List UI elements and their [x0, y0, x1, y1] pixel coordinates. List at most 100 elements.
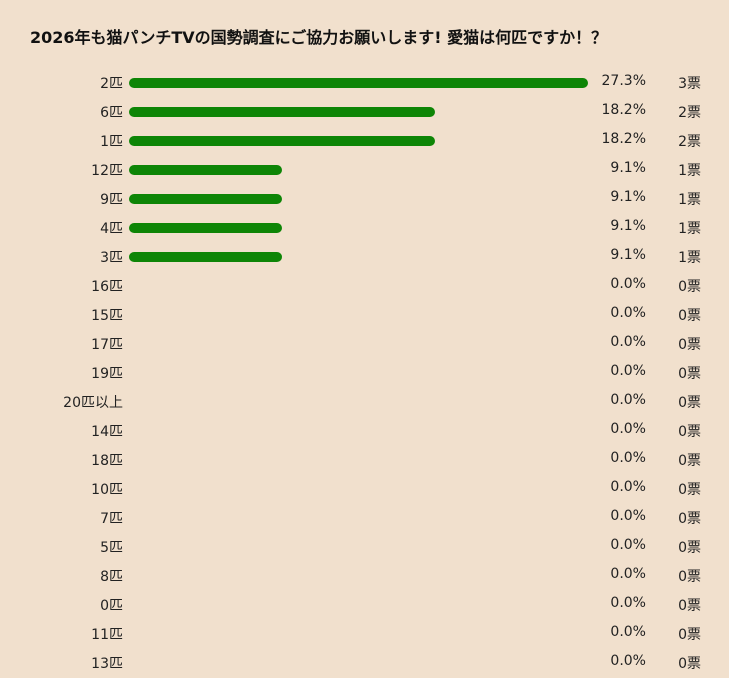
vote-count-label: 1票: [678, 163, 701, 179]
percent-label: 27.3%: [601, 73, 646, 89]
bar-row: 6匹 18.2% 2票: [0, 97, 729, 126]
bar-track: [129, 455, 588, 465]
bar-track: [129, 223, 588, 233]
category-label: 4匹: [100, 221, 123, 237]
vote-count-label: 0票: [678, 424, 701, 440]
vote-count-label: 0票: [678, 308, 701, 324]
bar-track: [129, 484, 588, 494]
bar-row: 12匹 9.1% 1票: [0, 155, 729, 184]
category-label: 3匹: [100, 250, 123, 266]
bar-row: 1匹 18.2% 2票: [0, 126, 729, 155]
bar-row: 18匹 0.0% 0票: [0, 445, 729, 474]
category-label: 15匹: [91, 308, 123, 324]
percent-label: 0.0%: [610, 421, 646, 437]
percent-label: 0.0%: [610, 363, 646, 379]
percent-label: 0.0%: [610, 392, 646, 408]
bar: [129, 165, 282, 175]
bar-row: 8匹 0.0% 0票: [0, 561, 729, 590]
category-label: 12匹: [91, 163, 123, 179]
bar-track: [129, 194, 588, 204]
bar-track: [129, 165, 588, 175]
bar-row: 0匹 0.0% 0票: [0, 590, 729, 619]
vote-count-label: 3票: [678, 76, 701, 92]
bar-row: 7匹 0.0% 0票: [0, 503, 729, 532]
vote-count-label: 0票: [678, 453, 701, 469]
category-label: 7匹: [100, 511, 123, 527]
category-label: 1匹: [100, 134, 123, 150]
bar: [129, 107, 435, 117]
category-label: 10匹: [91, 482, 123, 498]
category-label: 19匹: [91, 366, 123, 382]
vote-count-label: 0票: [678, 540, 701, 556]
bar-row: 20匹以上 0.0% 0票: [0, 387, 729, 416]
percent-label: 9.1%: [610, 160, 646, 176]
percent-label: 0.0%: [610, 334, 646, 350]
vote-count-label: 0票: [678, 627, 701, 643]
bar-row: 10匹 0.0% 0票: [0, 474, 729, 503]
percent-label: 0.0%: [610, 653, 646, 669]
bar-row: 19匹 0.0% 0票: [0, 358, 729, 387]
bar-row: 9匹 9.1% 1票: [0, 184, 729, 213]
bar-track: [129, 252, 588, 262]
percent-label: 18.2%: [601, 131, 646, 147]
bar-row: 13匹 0.0% 0票: [0, 648, 729, 677]
category-label: 14匹: [91, 424, 123, 440]
percent-label: 0.0%: [610, 537, 646, 553]
bar: [129, 252, 282, 262]
bar-track: [129, 542, 588, 552]
bar-row: 2匹 27.3% 3票: [0, 68, 729, 97]
category-label: 20匹以上: [63, 395, 123, 411]
bar-row: 11匹 0.0% 0票: [0, 619, 729, 648]
category-label: 0匹: [100, 598, 123, 614]
bar-row: 4匹 9.1% 1票: [0, 213, 729, 242]
category-label: 11匹: [91, 627, 123, 643]
category-label: 17匹: [91, 337, 123, 353]
percent-label: 18.2%: [601, 102, 646, 118]
vote-count-label: 0票: [678, 279, 701, 295]
category-label: 18匹: [91, 453, 123, 469]
percent-label: 9.1%: [610, 189, 646, 205]
bar-track: [129, 571, 588, 581]
bar-track: [129, 78, 588, 88]
bar-track: [129, 600, 588, 610]
vote-count-label: 2票: [678, 134, 701, 150]
bar-track: [129, 397, 588, 407]
category-label: 6匹: [100, 105, 123, 121]
bar: [129, 194, 282, 204]
vote-count-label: 0票: [678, 511, 701, 527]
bar-row: 3匹 9.1% 1票: [0, 242, 729, 271]
vote-count-label: 0票: [678, 569, 701, 585]
bar-track: [129, 310, 588, 320]
bar-track: [129, 281, 588, 291]
percent-label: 0.0%: [610, 508, 646, 524]
percent-label: 0.0%: [610, 595, 646, 611]
vote-count-label: 0票: [678, 598, 701, 614]
vote-count-label: 0票: [678, 366, 701, 382]
vote-count-label: 0票: [678, 482, 701, 498]
vote-count-label: 0票: [678, 656, 701, 672]
bar-row: 14匹 0.0% 0票: [0, 416, 729, 445]
bar-track: [129, 629, 588, 639]
bar-row: 17匹 0.0% 0票: [0, 329, 729, 358]
percent-label: 0.0%: [610, 276, 646, 292]
bar-row: 16匹 0.0% 0票: [0, 271, 729, 300]
category-label: 16匹: [91, 279, 123, 295]
bar-track: [129, 426, 588, 436]
vote-count-label: 1票: [678, 221, 701, 237]
percent-label: 0.0%: [610, 624, 646, 640]
percent-label: 0.0%: [610, 305, 646, 321]
vote-count-label: 0票: [678, 337, 701, 353]
percent-label: 0.0%: [610, 450, 646, 466]
bar-track: [129, 513, 588, 523]
bar-track: [129, 107, 588, 117]
vote-count-label: 0票: [678, 395, 701, 411]
category-label: 9匹: [100, 192, 123, 208]
category-label: 8匹: [100, 569, 123, 585]
percent-label: 0.0%: [610, 566, 646, 582]
bar-track: [129, 339, 588, 349]
bar-row: 15匹 0.0% 0票: [0, 300, 729, 329]
percent-label: 9.1%: [610, 218, 646, 234]
bar-track: [129, 658, 588, 668]
category-label: 2匹: [100, 76, 123, 92]
vote-count-label: 1票: [678, 192, 701, 208]
